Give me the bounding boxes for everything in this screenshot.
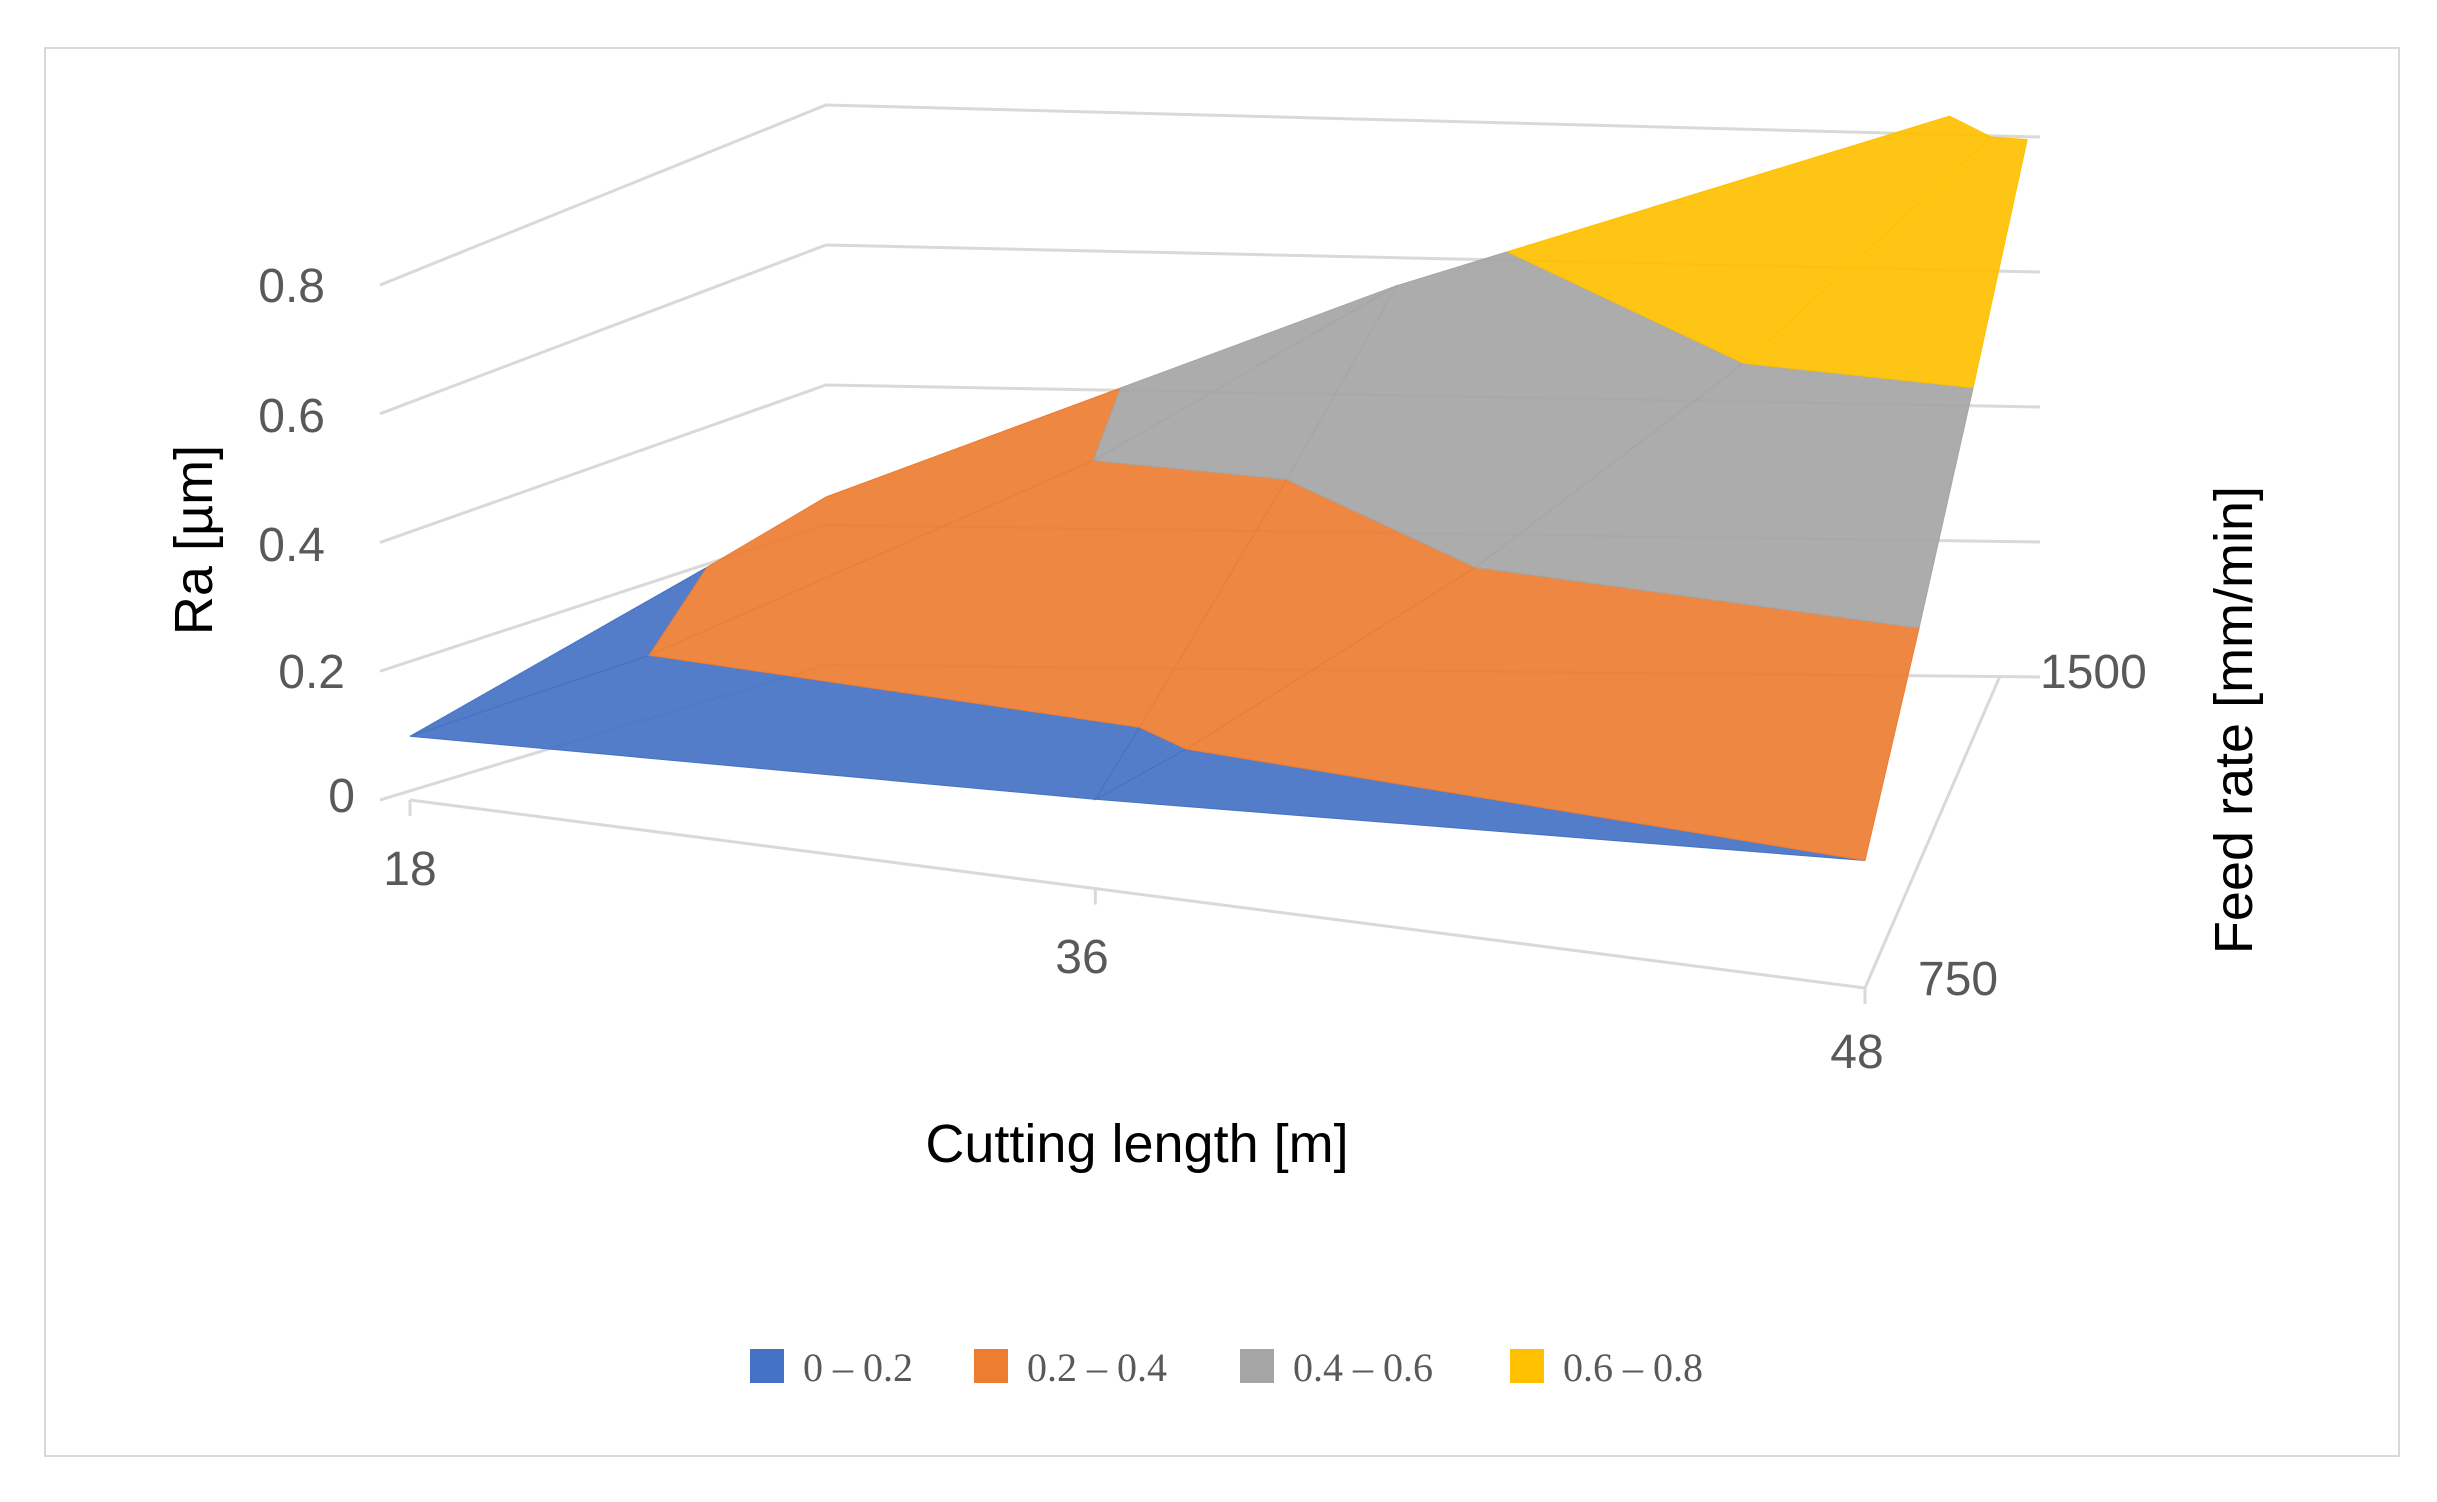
legend-swatch xyxy=(1240,1349,1274,1383)
x-tick-label: 48 xyxy=(1830,1026,1883,1079)
gridline xyxy=(379,103,2041,287)
y-axis-title: Ra [µm] xyxy=(164,445,224,635)
x-tick-label: 18 xyxy=(383,843,436,896)
axes xyxy=(408,675,2002,1004)
legend-swatch xyxy=(1510,1349,1544,1383)
legend-label: 0 – 0.2 xyxy=(803,1345,913,1390)
y-tick-label: 0.2 xyxy=(278,646,345,699)
legend: 0 – 0.2 0.2 – 0.4 0.4 – 0.6 0.6 – 0.8 xyxy=(750,1345,1703,1390)
z-tick-labels: 750 1500 xyxy=(1918,646,2147,1006)
surface-patch xyxy=(647,387,1122,657)
surface-patch xyxy=(1285,251,1745,569)
surface-patch xyxy=(1092,285,1398,462)
y-tick-label: 0.8 xyxy=(258,260,325,313)
legend-label: 0.6 – 0.8 xyxy=(1563,1345,1703,1390)
legend-swatch xyxy=(750,1349,784,1383)
legend-swatch xyxy=(974,1349,1008,1383)
x-axis-title: Cutting length [m] xyxy=(925,1114,1348,1174)
z-tick-label: 750 xyxy=(1918,953,1998,1006)
y-tick-labels: 0.8 0.6 0.4 0.2 0 xyxy=(258,260,355,823)
surface-patch xyxy=(1506,115,1992,364)
z-axis-title: Feed rate [mm/min] xyxy=(2204,486,2264,954)
y-tick-label: 0.6 xyxy=(258,390,325,443)
legend-label: 0.4 – 0.6 xyxy=(1293,1345,1433,1390)
x-tick-labels: 18 36 48 xyxy=(383,843,1883,1079)
x-tick-label: 36 xyxy=(1055,931,1108,984)
legend-label: 0.2 – 0.4 xyxy=(1027,1345,1167,1390)
x-axis-line xyxy=(409,798,1866,990)
surface xyxy=(409,115,2028,862)
z-axis-line xyxy=(1863,675,2002,989)
z-tick-label: 1500 xyxy=(2040,646,2147,699)
y-tick-label: 0 xyxy=(328,770,355,823)
y-tick-label: 0.4 xyxy=(258,519,325,572)
